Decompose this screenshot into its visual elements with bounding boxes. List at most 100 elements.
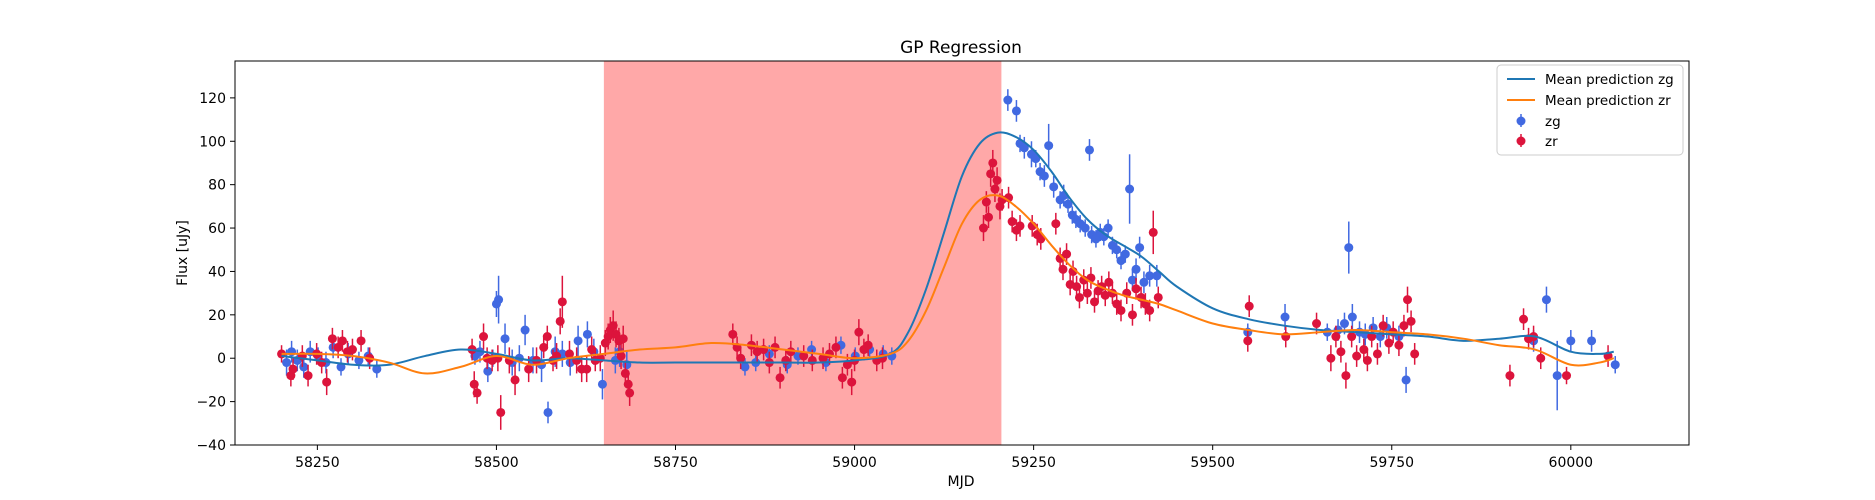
- point-zr-67: [837, 373, 847, 383]
- point-zr-9: [333, 342, 343, 352]
- point-zr-37: [587, 345, 597, 355]
- point-zr-36: [582, 364, 592, 374]
- point-zr-32: [557, 297, 567, 307]
- shaded-region: [603, 61, 1002, 445]
- point-zr-92: [1051, 219, 1061, 229]
- point-zg-51: [1019, 143, 1029, 153]
- x-tick-label-58500: 58500: [474, 455, 519, 471]
- legend: Mean prediction zg Mean prediction zr zg…: [1496, 64, 1684, 156]
- point-zr-130: [1362, 355, 1372, 365]
- point-zr-103: [1090, 297, 1100, 307]
- y-tick-label-60: 60: [208, 221, 226, 237]
- point-zg-19: [500, 334, 510, 344]
- point-zg-64: [1080, 223, 1090, 233]
- point-zr-31: [555, 316, 565, 326]
- point-zr-132: [1372, 349, 1382, 359]
- point-zr-76: [978, 223, 988, 233]
- point-zg-88: [1347, 312, 1357, 322]
- point-zr-6: [317, 358, 327, 368]
- point-zg-57: [1049, 182, 1059, 192]
- point-zr-133: [1378, 321, 1388, 331]
- point-zr-78: [984, 212, 994, 222]
- point-zr-91: [1036, 234, 1046, 244]
- point-zr-109: [1112, 299, 1122, 309]
- point-zg-1: [287, 347, 297, 357]
- point-zr-126: [1341, 371, 1351, 381]
- legend-label-zr-line: Mean prediction zr: [1545, 93, 1671, 109]
- point-zg-86: [1339, 319, 1349, 329]
- point-zr-50: [625, 388, 635, 398]
- legend-box: [1496, 64, 1684, 156]
- point-zr-64: [818, 353, 828, 363]
- point-zg-56: [1044, 141, 1054, 151]
- point-zg-22: [520, 325, 530, 335]
- axis-ticks: 58250 58500 58750 59000 59250 59500 59750 60000…: [196, 91, 1593, 471]
- x-tick-label-59250: 59250: [1011, 455, 1056, 471]
- y-tick-label-100: 100: [199, 134, 226, 150]
- point-zg-77: [1131, 264, 1141, 274]
- point-zg-99: [1566, 336, 1576, 346]
- point-zr-145: [1536, 353, 1546, 363]
- point-zg-32: [597, 379, 607, 389]
- y-axis-label: Flux [uJy]: [175, 220, 191, 286]
- point-zg-73: [1116, 256, 1126, 266]
- point-zr-69: [847, 377, 857, 387]
- point-zr-47: [618, 334, 628, 344]
- point-zr-4: [303, 371, 313, 381]
- point-zr-122: [1312, 319, 1322, 329]
- point-zr-80: [988, 158, 998, 168]
- point-zr-128: [1352, 351, 1362, 361]
- point-zg-29: [573, 336, 583, 346]
- point-zg-49: [1011, 106, 1021, 116]
- y-tick-label--40: −40: [196, 438, 226, 454]
- x-tick-label-58750: 58750: [653, 455, 698, 471]
- point-zr-94: [1058, 264, 1068, 274]
- point-zg-55: [1039, 171, 1049, 181]
- legend-swatch-zg-marker: [1516, 116, 1526, 126]
- point-zr-139: [1406, 316, 1416, 326]
- point-zr-71: [854, 327, 864, 337]
- point-zr-12: [347, 345, 357, 355]
- point-zr-25: [524, 364, 534, 374]
- point-zr-10: [337, 336, 347, 346]
- point-zg-75: [1125, 184, 1135, 194]
- y-tick-label-120: 120: [199, 91, 226, 107]
- point-zr-82: [992, 175, 1002, 185]
- point-zr-141: [1505, 371, 1515, 381]
- point-zr-106: [1100, 290, 1110, 300]
- point-zr-2: [288, 364, 298, 374]
- point-zr-28: [542, 332, 552, 342]
- point-zr-113: [1131, 284, 1141, 294]
- y-tick-label-80: 80: [208, 178, 226, 194]
- y-tick-label-20: 20: [208, 308, 226, 324]
- point-zr-8: [327, 334, 337, 344]
- point-zg-18: [494, 295, 504, 305]
- point-zg-12: [372, 364, 382, 374]
- point-zg-81: [1152, 271, 1162, 281]
- point-zr-68: [842, 360, 852, 370]
- point-zg-15: [483, 366, 493, 376]
- point-zr-116: [1145, 305, 1155, 315]
- point-zg-76: [1127, 275, 1137, 285]
- point-zg-25: [543, 407, 553, 417]
- point-zg-3: [299, 362, 309, 372]
- point-zg-101: [1610, 360, 1620, 370]
- legend-label-zg-line: Mean prediction zg: [1545, 72, 1674, 88]
- point-zg-79: [1139, 277, 1149, 287]
- point-zr-81: [990, 184, 1000, 194]
- point-zr-51: [728, 329, 738, 339]
- point-zr-46: [616, 351, 626, 361]
- point-zr-13: [356, 336, 366, 346]
- point-zr-118: [1153, 292, 1163, 302]
- point-zr-49: [623, 379, 633, 389]
- x-tick-label-59000: 59000: [832, 455, 877, 471]
- point-zr-138: [1403, 295, 1413, 305]
- point-zg-72: [1112, 245, 1122, 255]
- point-zg-74: [1120, 249, 1130, 259]
- point-zg-97: [1541, 295, 1551, 305]
- point-zr-127: [1347, 332, 1357, 342]
- point-zr-73: [863, 340, 873, 350]
- point-zr-125: [1336, 347, 1346, 357]
- point-zg-83: [1280, 312, 1290, 322]
